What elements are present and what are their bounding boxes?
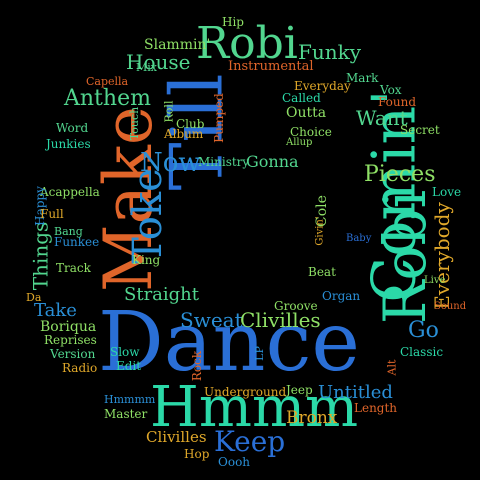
word-everyday: Everyday [294, 79, 351, 93]
word-sound: Sound [434, 301, 467, 312]
word-everybody: Everybody [429, 202, 454, 310]
word-take: Take [34, 300, 77, 321]
word-robi-large: Robi [371, 189, 440, 325]
word-acappella: Acappella [40, 185, 100, 199]
word-allup: Allup [286, 137, 313, 148]
word-go: Go [408, 318, 439, 343]
word-king: King [132, 253, 161, 267]
word-hip: Hip [222, 15, 244, 29]
word-rock: Rock [190, 350, 205, 382]
word-hmmmm: Hmmmm [104, 393, 156, 406]
word-funkee: Funkee [54, 235, 100, 249]
word-secret: Secret [400, 123, 440, 137]
word-da: Da [26, 291, 42, 304]
word-lp: LP [252, 346, 266, 361]
word-untitled: Untitled [318, 382, 393, 403]
word-vox: Vox [380, 83, 402, 97]
word-club: Club [176, 117, 205, 131]
word-bang: Bang [54, 225, 83, 238]
word-called: Called [282, 91, 321, 105]
word-capella: Capella [86, 75, 129, 88]
word-track: Track [56, 261, 91, 275]
word-house: House [126, 50, 191, 74]
word-live: Live [424, 275, 446, 286]
word-outta: Outta [286, 105, 327, 121]
word-hmmm: Hmmm [150, 375, 359, 440]
word-straight: Straight [124, 284, 200, 305]
word-clivilles-mid: Clivilles [240, 308, 321, 332]
word-baby: Baby [346, 233, 372, 244]
word-now: Now [140, 148, 201, 178]
word-album: Album [164, 127, 204, 141]
word-version: Version [50, 347, 96, 361]
word-beat: Beat [308, 265, 336, 279]
word-things: Things [28, 221, 53, 291]
word-gonna: Gonna [246, 152, 299, 171]
word-touch: Touch [128, 106, 142, 141]
word-jeep: Jeep [286, 383, 313, 397]
word-mark: Mark [346, 71, 379, 85]
word-sweat: Sweat [180, 308, 243, 332]
word-reprises: Reprises [44, 333, 97, 347]
word-pumped: Pumped [211, 93, 226, 143]
word-robi-top: Robi [196, 18, 298, 69]
word-want: Want [356, 106, 408, 130]
word-word: Word [56, 121, 89, 135]
word-toke: Toke [124, 168, 171, 264]
word-mix: Mix [136, 61, 157, 74]
word-alt: Alt [385, 359, 399, 376]
word-funky: Funky [298, 40, 362, 64]
word-full: Full [40, 207, 64, 221]
word-underground: Underground [204, 385, 287, 399]
word-boriqua: Boriqua [40, 319, 97, 335]
word-organ: Organ [322, 289, 361, 303]
word-slammin: Slammin' [144, 37, 211, 53]
word-instrumental: Instrumental [228, 59, 314, 74]
word-bronx: Bronx [286, 408, 338, 428]
word-choice: Choice [290, 125, 332, 139]
word-anthem: Anthem [64, 86, 151, 111]
word-keep: Keep [214, 425, 286, 458]
word-master: Master [104, 407, 148, 421]
word-radio: Radio [62, 361, 98, 375]
word-junkies: Junkies [46, 137, 91, 151]
word-groove: Groove [274, 299, 318, 313]
word-oooh: Oooh [218, 455, 251, 469]
word-length: Length [354, 401, 398, 415]
word-roll: Roll [162, 100, 176, 123]
word-dance: Dance [98, 295, 360, 390]
word-classic: Classic [400, 345, 444, 359]
word-slow: Slow [110, 345, 140, 359]
word-clivilles-low: Clivilles [146, 428, 207, 446]
word-givin: Givin' [314, 216, 326, 246]
word-ministry: Ministry [198, 155, 250, 169]
word-love: Love [432, 185, 462, 199]
word-pieces: Pieces [364, 162, 436, 187]
word-edit: Edit [116, 359, 142, 373]
word-found: Found [378, 95, 417, 109]
word-hop: Hop [184, 447, 210, 461]
